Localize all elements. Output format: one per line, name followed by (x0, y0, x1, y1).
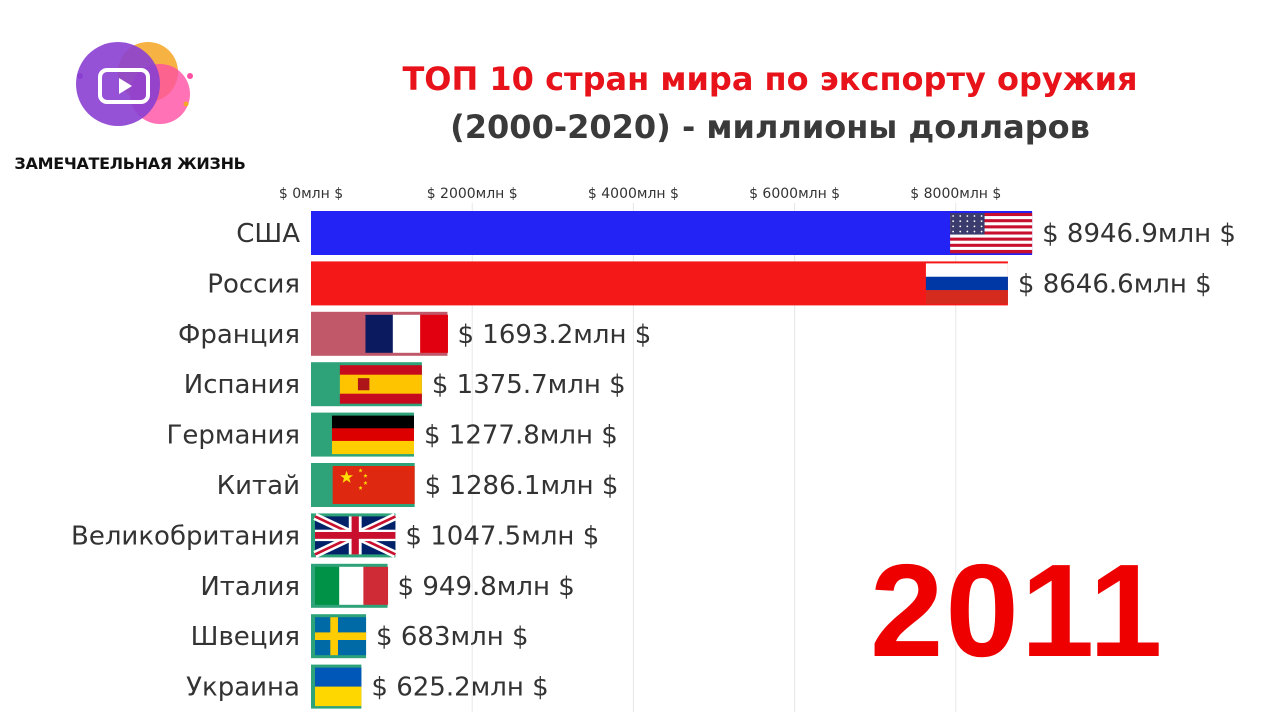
flag-russia-icon (925, 263, 1008, 304)
chart-title: ТОП 10 стран мира по экспорту оружия (402, 60, 1138, 98)
chart-subtitle: (2000-2020) - миллионы долларов (450, 108, 1090, 146)
category-label: Китай (217, 471, 300, 501)
value-label: $ 1277.8млн $ (424, 421, 618, 451)
flag-uk-icon (313, 512, 398, 558)
flag-sweden-icon (315, 617, 367, 656)
play-logo-icon (76, 42, 193, 126)
bar (311, 211, 1033, 255)
category-label: Франция (178, 320, 300, 350)
value-label: $ 1047.5млн $ (405, 521, 599, 551)
flag-china-icon (332, 466, 415, 504)
flag-ukraine-icon (315, 667, 362, 707)
category-label: Италия (200, 572, 300, 602)
category-label: Испания (184, 370, 300, 400)
category-label: США (236, 219, 300, 249)
value-label: $ 8946.9млн $ (1042, 219, 1236, 249)
value-label: $ 8646.6млн $ (1018, 269, 1212, 299)
category-label: Россия (207, 269, 300, 299)
category-label: Великобритания (71, 521, 300, 551)
value-label: $ 625.2млн $ (371, 673, 548, 703)
value-label: $ 683млн $ (376, 622, 528, 652)
value-label: $ 1286.1млн $ (425, 471, 619, 501)
flag-france-icon (365, 314, 448, 353)
category-label: Германия (167, 421, 300, 451)
channel-logo: ЗАМЕЧАТЕЛЬНАЯ ЖИЗНЬ (10, 36, 250, 186)
x-tick-label: $ 2000млн $ (427, 186, 518, 202)
category-label: Украина (186, 673, 300, 703)
x-tick-label: $ 8000млн $ (910, 186, 1001, 202)
x-tick-label: $ 4000млн $ (588, 186, 679, 202)
value-label: $ 949.8млн $ (398, 572, 575, 602)
flag-italy-icon (315, 566, 389, 605)
year-label: 2011 (870, 537, 1165, 684)
flag-germany-icon (331, 415, 414, 455)
category-label: Швеция (191, 622, 300, 652)
channel-name: ЗАМЕЧАТЕЛЬНАЯ ЖИЗНЬ (14, 154, 246, 173)
value-label: $ 1693.2млн $ (457, 320, 651, 350)
value-label: $ 1375.7млн $ (432, 370, 626, 400)
x-tick-label: $ 0млн $ (279, 186, 343, 202)
x-tick-label: $ 6000млн $ (749, 186, 840, 202)
flag-usa-icon (950, 213, 1033, 254)
bar (311, 261, 1008, 306)
flag-spain-icon (339, 365, 422, 404)
